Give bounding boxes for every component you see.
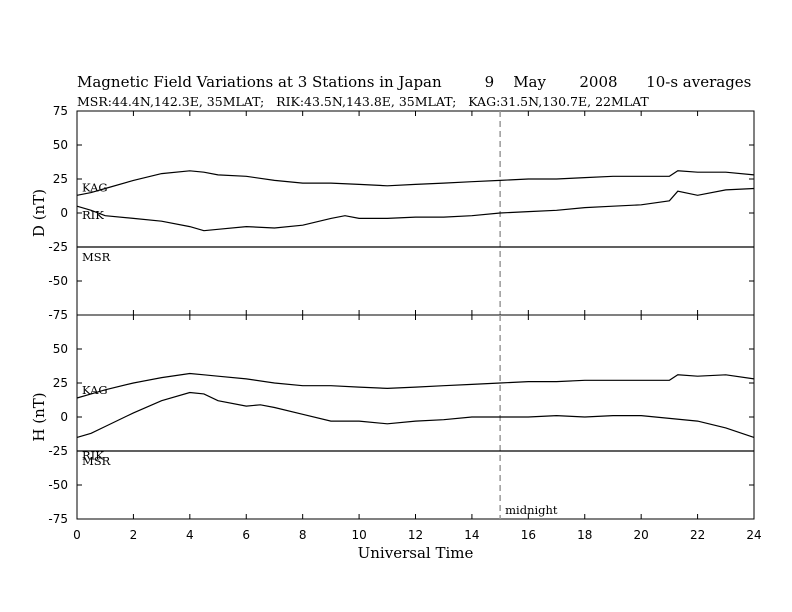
y-tick-label: -25 xyxy=(48,444,68,458)
y-tick-label: 0 xyxy=(60,206,68,220)
x-tick-label: 2 xyxy=(130,528,138,542)
x-tick-label: 24 xyxy=(746,528,761,542)
title-date-day: 9 xyxy=(484,73,495,91)
title-averaging: 10-s averages xyxy=(646,73,752,91)
y-tick-label: -75 xyxy=(48,512,68,526)
title-date-year: 2008 xyxy=(579,73,618,91)
x-tick-label: 4 xyxy=(186,528,194,542)
x-tick-label: 0 xyxy=(73,528,81,542)
x-tick-label: 20 xyxy=(634,528,649,542)
y-tick-label: 75 xyxy=(53,104,68,118)
x-tick-label: 12 xyxy=(408,528,423,542)
x-tick-label: 6 xyxy=(242,528,250,542)
series-line-kag xyxy=(76,372,755,399)
y-axis-label: H (nT) xyxy=(30,392,48,441)
station-coordinates: MSR:44.4N,142.3E, 35MLAT; RIK:43.5N,143.… xyxy=(77,94,649,109)
y-tick-label: 50 xyxy=(53,342,68,356)
series-label-msr: MSR xyxy=(82,250,111,264)
y-tick-label: -75 xyxy=(48,308,68,322)
series-label-rik: RIK xyxy=(82,208,104,222)
x-tick-label: 22 xyxy=(690,528,705,542)
y-tick-label: 50 xyxy=(53,138,68,152)
series-label-msr: MSR xyxy=(82,454,111,468)
y-tick-label: 0 xyxy=(60,410,68,424)
title-main: Magnetic Field Variations at 3 Stations … xyxy=(77,73,442,91)
x-tick-label: 16 xyxy=(521,528,536,542)
y-tick-label: 25 xyxy=(53,376,68,390)
chart-title: Magnetic Field Variations at 3 Stations … xyxy=(77,73,751,91)
series-line-rik xyxy=(76,391,755,438)
x-axis-label: Universal Time xyxy=(358,544,474,562)
y-tick-label: 25 xyxy=(53,172,68,186)
panel-frame xyxy=(76,110,755,316)
series-label-kag: KAG xyxy=(82,180,108,194)
series-label-rik: RIK xyxy=(82,448,104,462)
x-tick-label: 8 xyxy=(299,528,307,542)
series-label-kag: KAG xyxy=(82,383,108,397)
x-tick-label: 10 xyxy=(351,528,366,542)
x-tick-label: 14 xyxy=(464,528,479,542)
y-tick-label: -50 xyxy=(48,478,68,492)
y-tick-label: -25 xyxy=(48,240,68,254)
series-line-rik xyxy=(76,187,755,232)
series-line-kag xyxy=(76,170,755,196)
midnight-label: midnight xyxy=(505,503,558,517)
x-tick-label: 18 xyxy=(577,528,592,542)
y-axis-label: D (nT) xyxy=(30,189,48,237)
title-date-month: May xyxy=(513,73,546,91)
y-tick-label: -50 xyxy=(48,274,68,288)
